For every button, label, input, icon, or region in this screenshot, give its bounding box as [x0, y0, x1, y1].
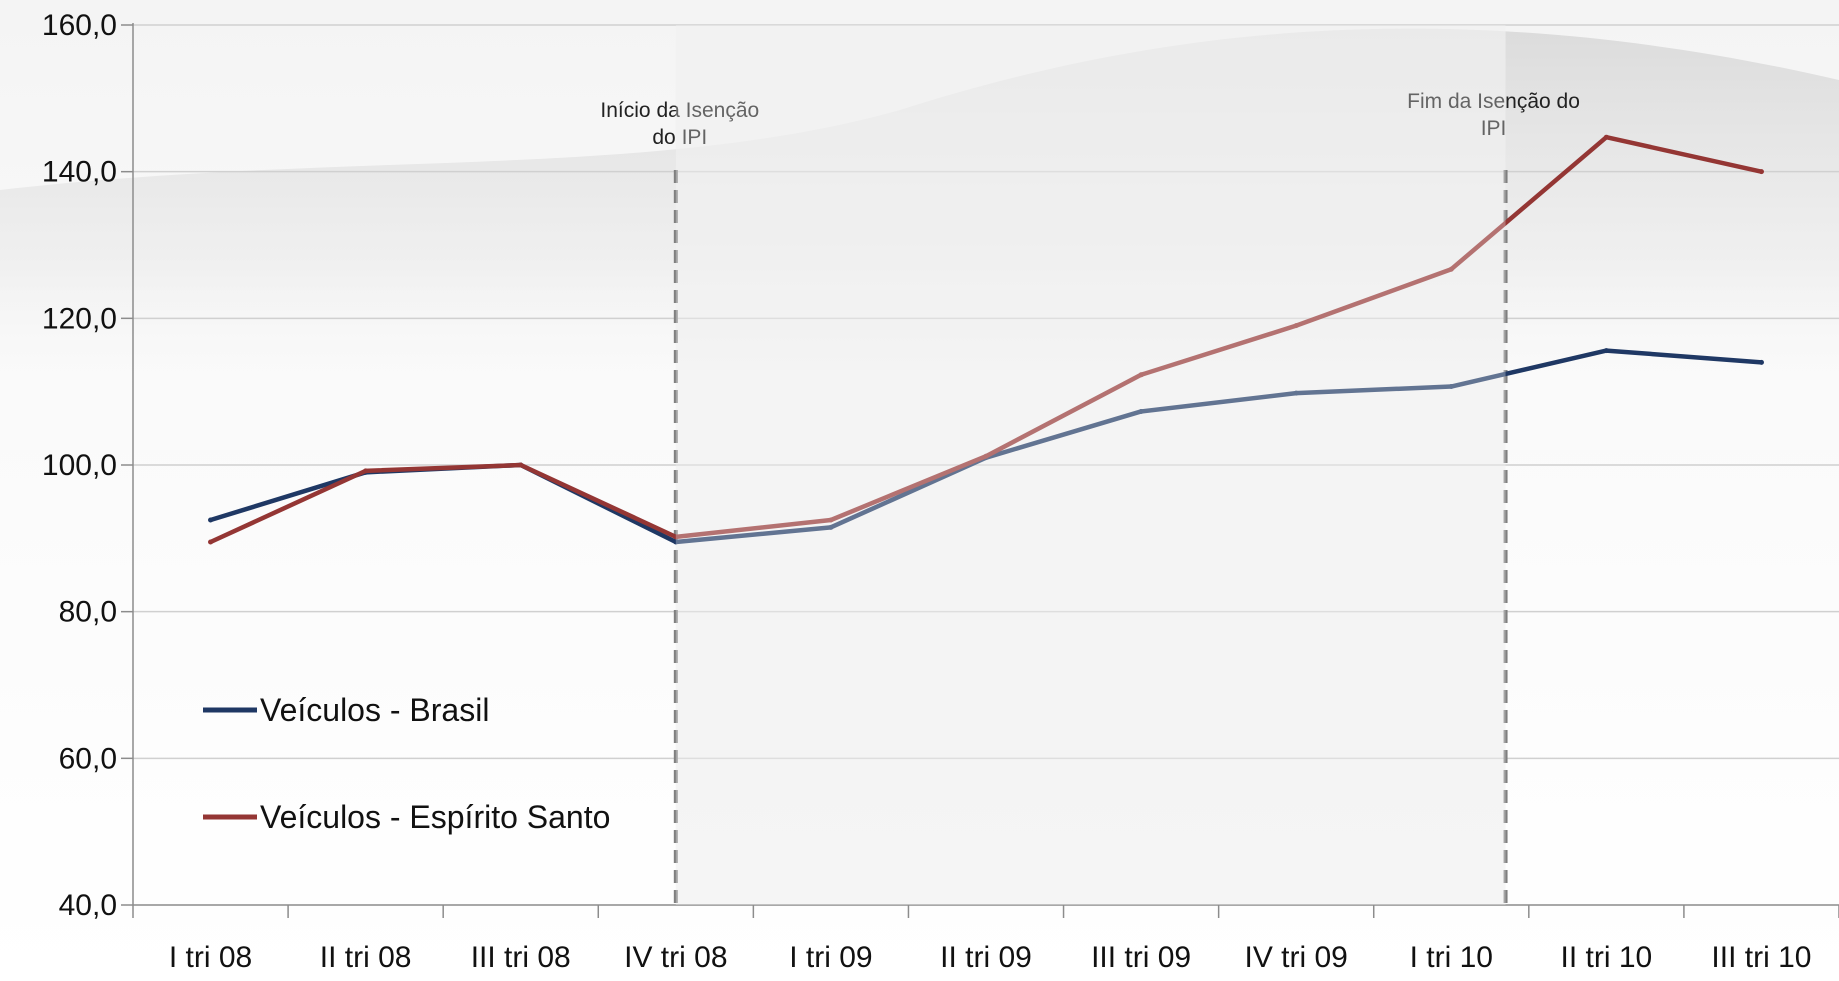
data-point	[1603, 348, 1609, 354]
data-point	[208, 539, 214, 545]
y-tick-label: 100,0	[42, 449, 117, 482]
x-tick-label: II tri 10	[1561, 941, 1653, 974]
data-point	[1138, 408, 1144, 414]
legend-label: Veículos - Brasil	[260, 692, 489, 728]
x-tick-label: IV tri 08	[624, 941, 727, 974]
y-tick-label: 120,0	[42, 302, 117, 335]
x-tick-label: III tri 08	[471, 941, 571, 974]
data-point	[1758, 359, 1764, 365]
data-point	[1448, 384, 1454, 390]
annotation-label: do IPI	[652, 126, 707, 149]
x-tick-label: III tri 10	[1711, 941, 1811, 974]
data-point	[1603, 134, 1609, 140]
x-tick-label: III tri 09	[1091, 941, 1191, 974]
x-tick-label: I tri 09	[789, 941, 872, 974]
x-tick-label: II tri 08	[320, 941, 412, 974]
data-point	[518, 462, 524, 468]
y-tick-label: 160,0	[42, 9, 117, 42]
data-point	[673, 539, 679, 545]
x-tick-label: II tri 09	[940, 941, 1032, 974]
y-tick-label: 80,0	[59, 596, 117, 629]
x-tick-label: IV tri 09	[1244, 941, 1347, 974]
x-tick-label: I tri 10	[1410, 941, 1493, 974]
data-point	[363, 468, 369, 474]
data-point	[208, 517, 214, 523]
annotation-label: Início da Isenção	[600, 99, 759, 122]
data-point	[1293, 390, 1299, 396]
data-point	[1138, 372, 1144, 378]
data-point	[673, 534, 679, 540]
data-point	[1448, 266, 1454, 272]
x-tick-label: I tri 08	[169, 941, 252, 974]
legend-label: Veículos - Espírito Santo	[260, 799, 610, 835]
data-point	[1293, 323, 1299, 329]
period-overlay	[675, 25, 1506, 905]
annotation-label: Fim da Isenção do	[1407, 90, 1580, 113]
y-tick-label: 60,0	[59, 742, 117, 775]
data-point	[1758, 169, 1764, 175]
annotation-label: IPI	[1481, 117, 1507, 140]
data-point	[828, 517, 834, 523]
data-point	[828, 524, 834, 530]
y-tick-label: 140,0	[42, 156, 117, 189]
data-point	[983, 453, 989, 459]
y-tick-label: 40,0	[59, 889, 117, 922]
